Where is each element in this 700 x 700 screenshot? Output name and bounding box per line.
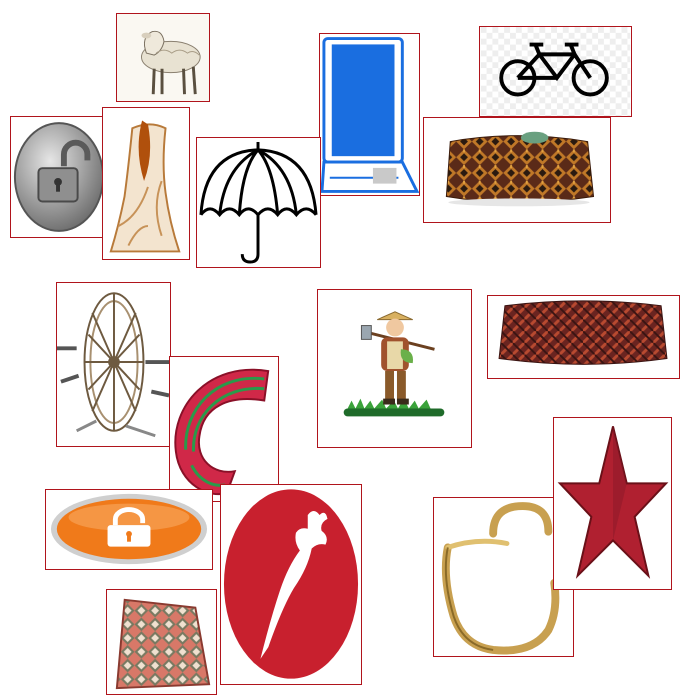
red-star-tile[interactable] bbox=[553, 417, 672, 590]
farmer-tile[interactable] bbox=[317, 289, 472, 448]
gold-padlock-image bbox=[441, 502, 560, 655]
umbrella-tile[interactable] bbox=[196, 137, 321, 268]
patterned-headband-tile[interactable] bbox=[423, 117, 611, 223]
rooster-logo-tile[interactable] bbox=[220, 484, 362, 685]
unlocked-padlock-icon bbox=[13, 122, 105, 232]
tree-stump-image bbox=[103, 108, 189, 259]
tree-stump-tile[interactable] bbox=[102, 107, 190, 260]
woven-headband-tile[interactable] bbox=[487, 295, 680, 379]
umbrella-icon bbox=[199, 141, 318, 264]
sheep-tile[interactable] bbox=[116, 13, 210, 102]
woven-basket-tile[interactable] bbox=[169, 356, 279, 502]
spinning-wheel-image bbox=[57, 283, 170, 446]
sheep-image bbox=[117, 14, 209, 101]
spinning-wheel-tile[interactable] bbox=[56, 282, 171, 447]
woven-bag-tile[interactable] bbox=[106, 589, 217, 695]
bicycle-icon bbox=[480, 27, 631, 116]
farmer-illustration bbox=[343, 311, 445, 417]
woven-headband-image bbox=[498, 300, 668, 365]
gold-padlock-tile[interactable] bbox=[433, 497, 574, 657]
laptop-tile[interactable] bbox=[319, 33, 420, 196]
woven-basket-image bbox=[170, 357, 278, 501]
patterned-headband-image bbox=[445, 131, 595, 207]
laptop-icon bbox=[320, 37, 419, 193]
red-star-image bbox=[557, 426, 669, 579]
woven-bag-image bbox=[115, 598, 211, 690]
orange-unlock-button-icon bbox=[50, 493, 208, 565]
bicycle-tile[interactable] bbox=[479, 26, 632, 117]
orange-padlock-tile[interactable] bbox=[45, 489, 213, 570]
silver-padlock-tile[interactable] bbox=[10, 116, 108, 238]
rooster-logo-icon bbox=[223, 489, 359, 679]
